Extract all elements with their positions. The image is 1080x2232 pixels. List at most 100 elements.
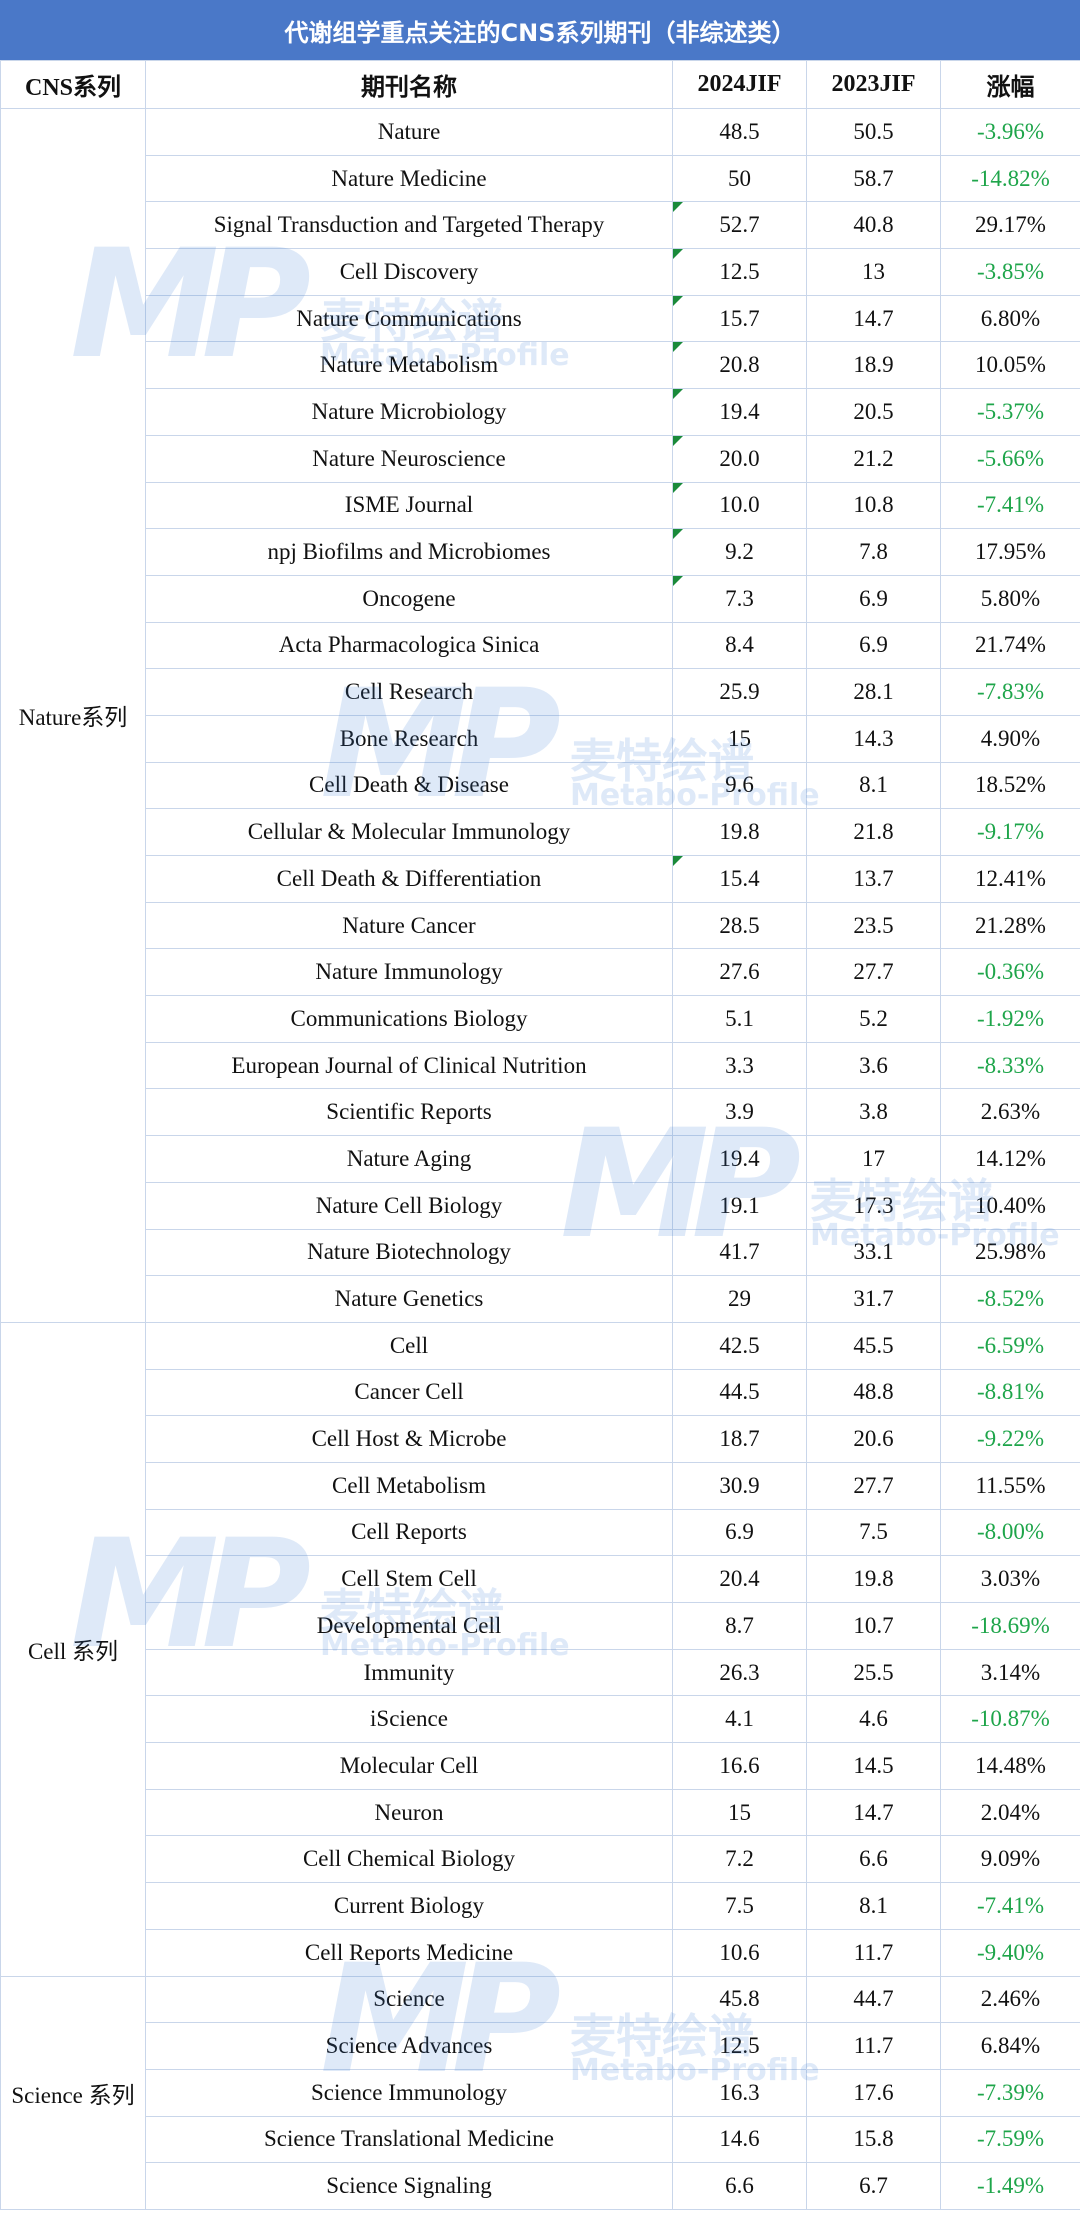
journal-name-cell: Communications Biology <box>145 995 673 1043</box>
change-cell: -9.17% <box>940 808 1080 856</box>
series-group-cell: Cell 系列 <box>0 1321 146 1977</box>
change-cell: 29.17% <box>940 201 1080 250</box>
journal-name-cell: Science Translational Medicine <box>145 2115 673 2164</box>
change-cell: -3.96% <box>940 108 1080 156</box>
table-row: Nature Cancer 28.5 23.5 21.28% <box>1 901 1080 950</box>
journal-name-cell: Cell Research <box>145 668 673 716</box>
table-row: Science Immunology 16.3 17.6 -7.39% <box>1 2068 1080 2117</box>
jif-2024-cell: 9.2 <box>672 528 807 576</box>
jif-2023-cell: 5.2 <box>806 995 941 1043</box>
jif-2023-cell: 7.8 <box>806 528 941 576</box>
change-cell: -5.37% <box>940 388 1080 436</box>
journal-name-cell: Cell Death & Disease <box>145 761 673 810</box>
journal-name-cell: Signal Transduction and Targeted Therapy <box>145 201 673 250</box>
jif-2024-cell: 18.7 <box>672 1415 807 1463</box>
jif-2023-cell: 44.7 <box>806 1975 941 2024</box>
header-row: CNS系列 期刊名称 2024JIF 2023JIF 涨幅 <box>0 60 1080 109</box>
journal-name-cell: Cell Chemical Biology <box>145 1835 673 1884</box>
jif-2024-cell: 29 <box>672 1275 807 1323</box>
jif-2024-cell: 10.0 <box>672 481 807 530</box>
change-cell: 2.63% <box>940 1088 1080 1137</box>
jif-2023-cell: 50.5 <box>806 108 941 156</box>
header-change: 涨幅 <box>940 60 1080 109</box>
table-row: Cell Metabolism 30.9 27.7 11.55% <box>1 1461 1080 1510</box>
journal-name-cell: Science <box>145 1975 673 2024</box>
change-cell: -8.00% <box>940 1508 1080 1557</box>
change-cell: -10.87% <box>940 1695 1080 1744</box>
table-row: Science Translational Medicine 14.6 15.8 -7… <box>1 2115 1080 2164</box>
change-cell: 12.41% <box>940 855 1080 903</box>
change-cell: -3.85% <box>940 248 1080 296</box>
table-row: Current Biology 7.5 8.1 -7.41% <box>1 1882 1080 1930</box>
change-cell: 21.74% <box>940 621 1080 670</box>
jif-2024-cell: 15.4 <box>672 855 807 903</box>
jif-2024-cell: 3.3 <box>672 1041 807 1090</box>
jif-2023-cell: 10.8 <box>806 481 941 530</box>
jif-2024-cell: 4.1 <box>672 1695 807 1744</box>
jif-2023-cell: 21.8 <box>806 808 941 856</box>
jif-2023-cell: 17.6 <box>806 2068 941 2117</box>
jif-2023-cell: 48.8 <box>806 1368 941 1417</box>
table-row: Cell 系列 Cell 42.5 45.5 -6.59% <box>0 1321 1080 1977</box>
journal-name-cell: Cell Death & Differentiation <box>145 855 673 903</box>
jif-2023-cell: 18.9 <box>806 341 941 390</box>
table-row: Cell Death & Differentiation 15.4 13.7 12.4… <box>1 855 1080 903</box>
table-row: Nature Biotechnology 41.7 33.1 25.98% <box>1 1228 1080 1277</box>
jif-2023-cell: 14.7 <box>806 294 941 343</box>
table-row: Cell Host & Microbe 18.7 20.6 -9.22% <box>1 1415 1080 1463</box>
jif-2024-cell: 12.5 <box>672 248 807 296</box>
change-cell: -6.59% <box>940 1321 1080 1370</box>
jif-2023-cell: 25.5 <box>806 1648 941 1697</box>
journal-name-cell: iScience <box>145 1695 673 1744</box>
jif-2023-cell: 17 <box>806 1135 941 1183</box>
jif-2024-cell: 27.6 <box>672 948 807 997</box>
table-title: 代谢组学重点关注的CNS系列期刊（非综述类） <box>0 0 1080 60</box>
jif-2023-cell: 7.5 <box>806 1508 941 1557</box>
table-row: Cell Death & Disease 9.6 8.1 18.52% <box>1 761 1080 810</box>
journal-name-cell: Nature Cell Biology <box>145 1181 673 1230</box>
table-row: Nature Aging 19.4 17 14.12% <box>1 1135 1080 1183</box>
table-row: Cell Stem Cell 20.4 19.8 3.03% <box>1 1555 1080 1603</box>
journal-name-cell: Nature Neuroscience <box>145 434 673 483</box>
jif-2023-cell: 3.8 <box>806 1088 941 1137</box>
jif-2023-cell: 13.7 <box>806 855 941 903</box>
jif-2023-cell: 6.9 <box>806 574 941 623</box>
journal-name-cell: Current Biology <box>145 1882 673 1930</box>
jif-2024-cell: 48.5 <box>672 108 807 156</box>
table-row: Nature Genetics 29 31.7 -8.52% <box>1 1275 1080 1323</box>
jif-2024-cell: 20.0 <box>672 434 807 483</box>
change-cell: -14.82% <box>940 154 1080 203</box>
jif-2024-cell: 19.4 <box>672 1135 807 1183</box>
journal-name-cell: Nature Immunology <box>145 948 673 997</box>
jif-2023-cell: 20.6 <box>806 1415 941 1463</box>
journal-name-cell: Nature <box>145 108 673 156</box>
journal-name-cell: Bone Research <box>145 714 673 763</box>
jif-2024-cell: 15.7 <box>672 294 807 343</box>
jif-2023-cell: 10.7 <box>806 1602 941 1650</box>
jif-2024-cell: 50 <box>672 154 807 203</box>
journal-name-cell: ISME Journal <box>145 481 673 530</box>
jif-2024-cell: 25.9 <box>672 668 807 716</box>
jif-2024-cell: 6.9 <box>672 1508 807 1557</box>
table-row: Developmental Cell 8.7 10.7 -18.69% <box>1 1602 1080 1650</box>
change-cell: 5.80% <box>940 574 1080 623</box>
table-row: iScience 4.1 4.6 -10.87% <box>1 1695 1080 1744</box>
journal-name-cell: Oncogene <box>145 574 673 623</box>
journal-name-cell: Molecular Cell <box>145 1742 673 1790</box>
jif-2023-cell: 40.8 <box>806 201 941 250</box>
jif-2024-cell: 30.9 <box>672 1461 807 1510</box>
table-row: Nature Cell Biology 19.1 17.3 10.40% <box>1 1181 1080 1230</box>
change-cell: 3.14% <box>940 1648 1080 1697</box>
change-cell: -8.33% <box>940 1041 1080 1090</box>
table-row: Acta Pharmacologica Sinica 8.4 6.9 21.74% <box>1 621 1080 670</box>
jif-2024-cell: 28.5 <box>672 901 807 950</box>
table-row: Nature Communications 15.7 14.7 6.80% <box>1 294 1080 343</box>
jif-2024-cell: 15 <box>672 1788 807 1837</box>
table-row: Nature Metabolism 20.8 18.9 10.05% <box>1 341 1080 390</box>
change-cell: 10.05% <box>940 341 1080 390</box>
journal-name-cell: European Journal of Clinical Nutrition <box>145 1041 673 1090</box>
header-journal: 期刊名称 <box>145 60 673 109</box>
jif-2024-cell: 12.5 <box>672 2022 807 2070</box>
journal-name-cell: Cell Host & Microbe <box>145 1415 673 1463</box>
change-cell: 2.46% <box>940 1975 1080 2024</box>
